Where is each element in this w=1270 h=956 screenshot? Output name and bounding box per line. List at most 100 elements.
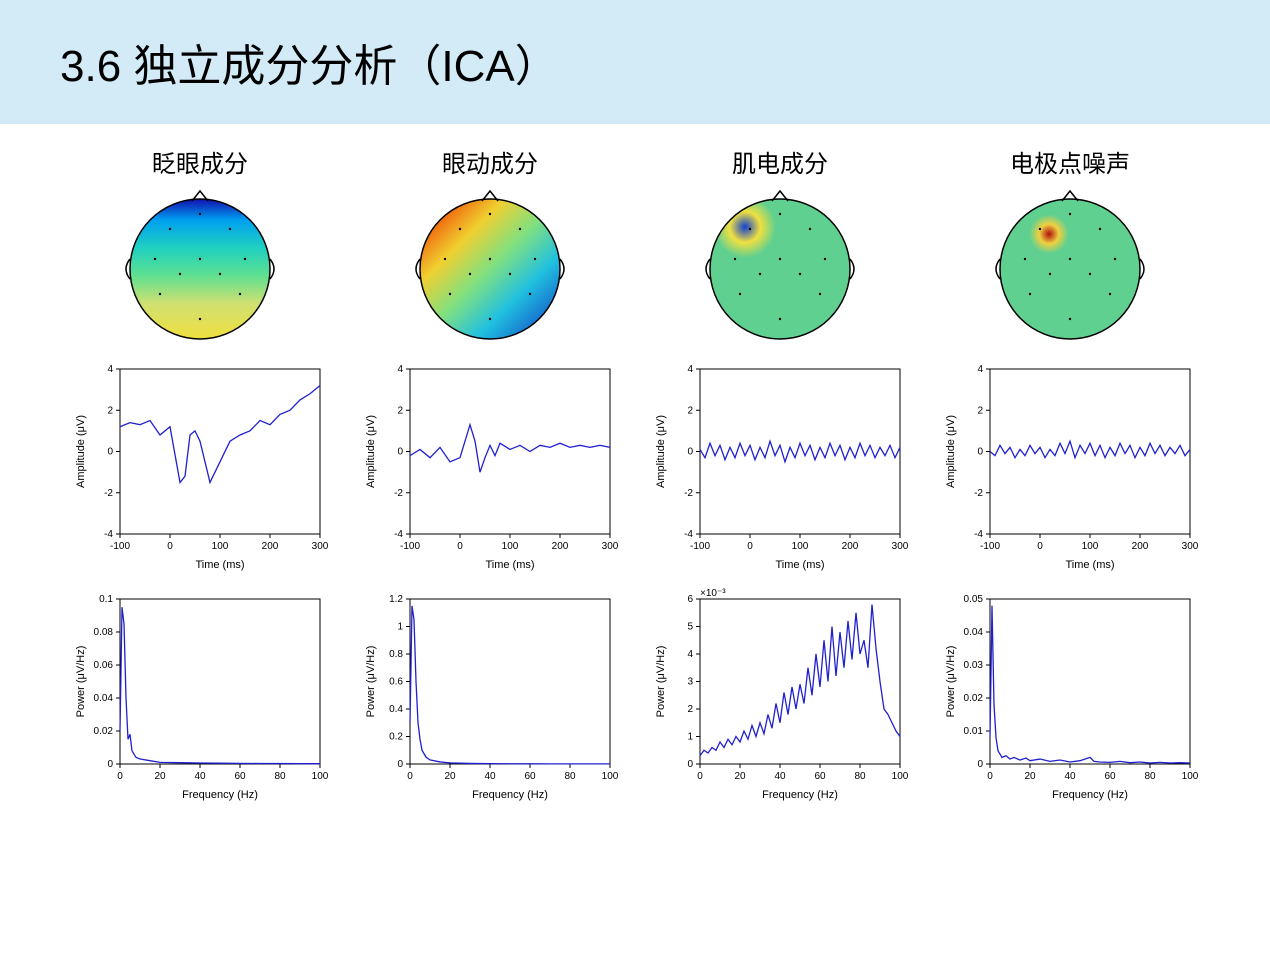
component-column-0: 眨眼成分-1000100200300-4-2024Time (ms)Amplit… [60, 144, 340, 814]
svg-text:20: 20 [154, 771, 166, 782]
svg-text:300: 300 [892, 541, 909, 552]
svg-text:200: 200 [552, 541, 569, 552]
svg-text:80: 80 [1144, 771, 1156, 782]
svg-text:-2: -2 [104, 488, 113, 499]
svg-text:Frequency (Hz): Frequency (Hz) [1052, 789, 1128, 801]
svg-text:2: 2 [687, 704, 693, 715]
topomap [700, 189, 860, 349]
svg-text:40: 40 [484, 771, 496, 782]
svg-text:Power (μV/Hz): Power (μV/Hz) [75, 646, 87, 718]
svg-text:0.03: 0.03 [964, 660, 984, 671]
svg-text:0: 0 [107, 447, 113, 458]
svg-text:20: 20 [1024, 771, 1036, 782]
svg-text:-100: -100 [400, 541, 420, 552]
svg-text:-100: -100 [690, 541, 710, 552]
svg-text:Time (ms): Time (ms) [1065, 559, 1114, 571]
svg-text:0: 0 [687, 759, 693, 770]
svg-text:0: 0 [1037, 541, 1043, 552]
svg-text:20: 20 [444, 771, 456, 782]
svg-text:×10⁻³: ×10⁻³ [700, 588, 726, 599]
svg-text:0: 0 [697, 771, 703, 782]
svg-text:100: 100 [1182, 771, 1199, 782]
svg-text:0: 0 [407, 771, 413, 782]
svg-text:0.04: 0.04 [94, 693, 114, 704]
svg-text:300: 300 [602, 541, 619, 552]
svg-text:0.01: 0.01 [964, 726, 984, 737]
svg-text:4: 4 [687, 649, 693, 660]
svg-text:100: 100 [502, 541, 519, 552]
svg-text:80: 80 [274, 771, 286, 782]
topomap [410, 189, 570, 349]
svg-text:Power (μV/Hz): Power (μV/Hz) [365, 646, 377, 718]
svg-text:2: 2 [107, 405, 113, 416]
svg-text:40: 40 [194, 771, 206, 782]
svg-text:-4: -4 [684, 529, 693, 540]
svg-text:1.2: 1.2 [389, 594, 403, 605]
component-label: 电极点噪声 [1010, 144, 1130, 179]
svg-text:0.02: 0.02 [964, 693, 984, 704]
svg-text:2: 2 [397, 405, 403, 416]
svg-text:0.05: 0.05 [964, 594, 984, 605]
svg-text:80: 80 [854, 771, 866, 782]
svg-text:200: 200 [262, 541, 279, 552]
svg-text:Frequency (Hz): Frequency (Hz) [472, 789, 548, 801]
svg-text:60: 60 [524, 771, 536, 782]
svg-text:2: 2 [687, 405, 693, 416]
svg-text:-100: -100 [980, 541, 1000, 552]
svg-text:40: 40 [1064, 771, 1076, 782]
svg-text:Amplitude (μV): Amplitude (μV) [365, 415, 377, 488]
svg-text:Frequency (Hz): Frequency (Hz) [182, 789, 258, 801]
svg-text:4: 4 [397, 364, 403, 375]
svg-text:1: 1 [397, 622, 403, 633]
svg-text:0.8: 0.8 [389, 649, 403, 660]
svg-text:-2: -2 [974, 488, 983, 499]
svg-text:Amplitude (μV): Amplitude (μV) [75, 415, 87, 488]
svg-text:40: 40 [774, 771, 786, 782]
svg-text:2: 2 [977, 405, 983, 416]
svg-text:Time (ms): Time (ms) [775, 559, 824, 571]
svg-text:0: 0 [977, 759, 983, 770]
svg-text:100: 100 [212, 541, 229, 552]
svg-text:Power (μV/Hz): Power (μV/Hz) [655, 646, 667, 718]
component-label: 肌电成分 [732, 144, 828, 179]
svg-text:5: 5 [687, 622, 693, 633]
timeseries-chart: -1000100200300-4-2024Time (ms)Amplitude … [70, 354, 330, 574]
spectrum-chart: 0204060801000123456Frequency (Hz)Power (… [650, 584, 910, 804]
svg-text:0.4: 0.4 [389, 704, 403, 715]
component-columns: 眨眼成分-1000100200300-4-2024Time (ms)Amplit… [60, 144, 1210, 814]
component-label: 眼动成分 [442, 144, 538, 179]
svg-text:-2: -2 [684, 488, 693, 499]
svg-text:0: 0 [687, 447, 693, 458]
svg-text:200: 200 [842, 541, 859, 552]
timeseries-chart: -1000100200300-4-2024Time (ms)Amplitude … [650, 354, 910, 574]
svg-text:0.1: 0.1 [99, 594, 113, 605]
topomap [120, 189, 280, 349]
svg-text:0: 0 [107, 759, 113, 770]
svg-text:Amplitude (μV): Amplitude (μV) [655, 415, 667, 488]
slide-content: 眨眼成分-1000100200300-4-2024Time (ms)Amplit… [0, 124, 1270, 834]
svg-text:-4: -4 [974, 529, 983, 540]
svg-text:60: 60 [234, 771, 246, 782]
svg-text:0: 0 [117, 771, 123, 782]
slide-title: 3.6 独立成分分析（ICA） [60, 30, 1210, 94]
svg-text:0: 0 [457, 541, 463, 552]
slide-header: 3.6 独立成分分析（ICA） [0, 0, 1270, 124]
svg-text:100: 100 [312, 771, 329, 782]
timeseries-chart: -1000100200300-4-2024Time (ms)Amplitude … [940, 354, 1200, 574]
svg-text:0: 0 [397, 447, 403, 458]
svg-text:-2: -2 [394, 488, 403, 499]
svg-text:0.06: 0.06 [94, 660, 114, 671]
svg-text:60: 60 [1104, 771, 1116, 782]
topomap [990, 189, 1150, 349]
svg-text:-4: -4 [104, 529, 113, 540]
svg-text:0.02: 0.02 [94, 726, 114, 737]
svg-text:Time (ms): Time (ms) [195, 559, 244, 571]
svg-text:0.08: 0.08 [94, 627, 114, 638]
component-column-1: 眼动成分-1000100200300-4-2024Time (ms)Amplit… [350, 144, 630, 814]
svg-text:0.6: 0.6 [389, 677, 403, 688]
spectrum-chart: 0 20 40 60 80 100 0 0.02 0.04 0.06 0.08 0.1 Frequenc… [70, 584, 330, 804]
svg-text:Power (μV/Hz): Power (μV/Hz) [945, 646, 957, 718]
svg-text:0: 0 [167, 541, 173, 552]
component-column-3: 电极点噪声-1000100200300-4-2024Time (ms)Ampli… [930, 144, 1210, 814]
svg-text:200: 200 [1132, 541, 1149, 552]
